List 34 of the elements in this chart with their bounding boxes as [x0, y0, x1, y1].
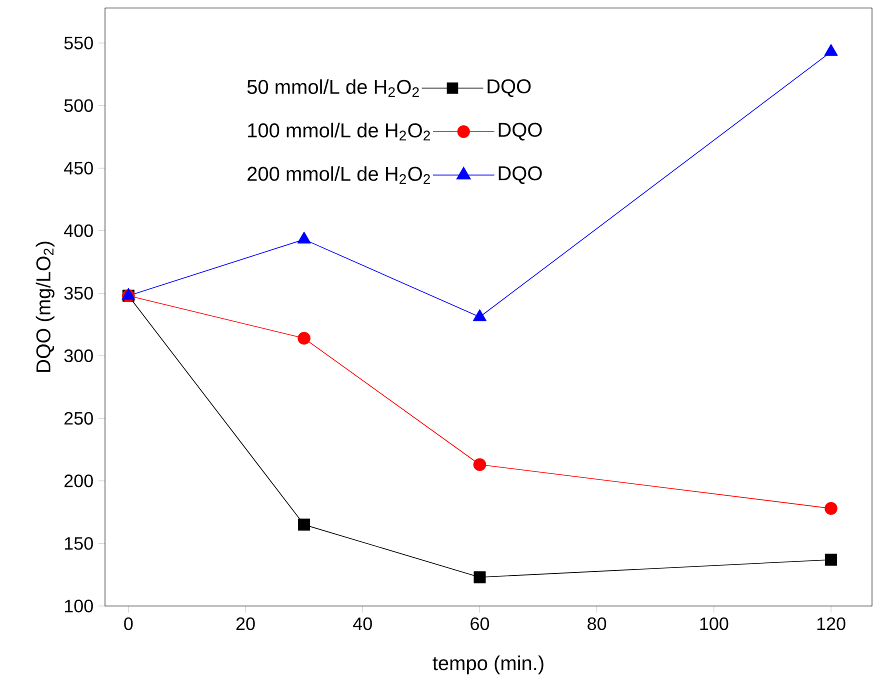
y-tick-label: 150: [64, 537, 93, 550]
y-tick-label: 350: [64, 286, 93, 300]
point: [473, 458, 486, 472]
x-tick-label: 120: [817, 617, 846, 630]
y-tick-label: 250: [64, 412, 93, 425]
x-tick-label: 0: [124, 617, 133, 630]
legend-label: 200 mmol/L de H$_{2}$O$_{2}$: [248, 166, 430, 184]
x-axis-title: tempo (min.): [432, 656, 544, 674]
y-tick-label: 550: [64, 36, 93, 50]
x-tick-label: 20: [236, 617, 255, 630]
annotation: DQO: [488, 79, 531, 98]
point: [297, 232, 311, 244]
x-tick-label: 60: [470, 617, 490, 630]
x-tick-label: 80: [588, 617, 606, 630]
y-tick-label: 100: [64, 600, 93, 612]
annotation: DQO: [498, 122, 542, 140]
y-tick-label: 500: [64, 99, 93, 112]
point: [472, 309, 486, 322]
annotation: DQO: [498, 166, 542, 184]
point: [824, 44, 838, 56]
point: [298, 332, 310, 345]
x-tick-label: 100: [700, 617, 728, 630]
point: [825, 554, 838, 566]
point: [824, 502, 838, 515]
legend-label: 100 mmol/L de H$_{2}$O$_{2}$: [248, 122, 430, 140]
y-tick-label: 450: [64, 162, 93, 174]
y-tick-label: 400: [64, 224, 93, 238]
point: [474, 571, 486, 584]
y-axis-title: DQO (mg/LO$_{2}$): [36, 242, 54, 372]
point: [298, 518, 310, 531]
y-tick-label: 300: [64, 349, 93, 362]
y-tick-label: 200: [64, 474, 93, 488]
x-tick-label: 40: [353, 617, 372, 630]
legend-label: 50 mmol/L de H$_{2}$O$_{2}$: [247, 79, 419, 97]
